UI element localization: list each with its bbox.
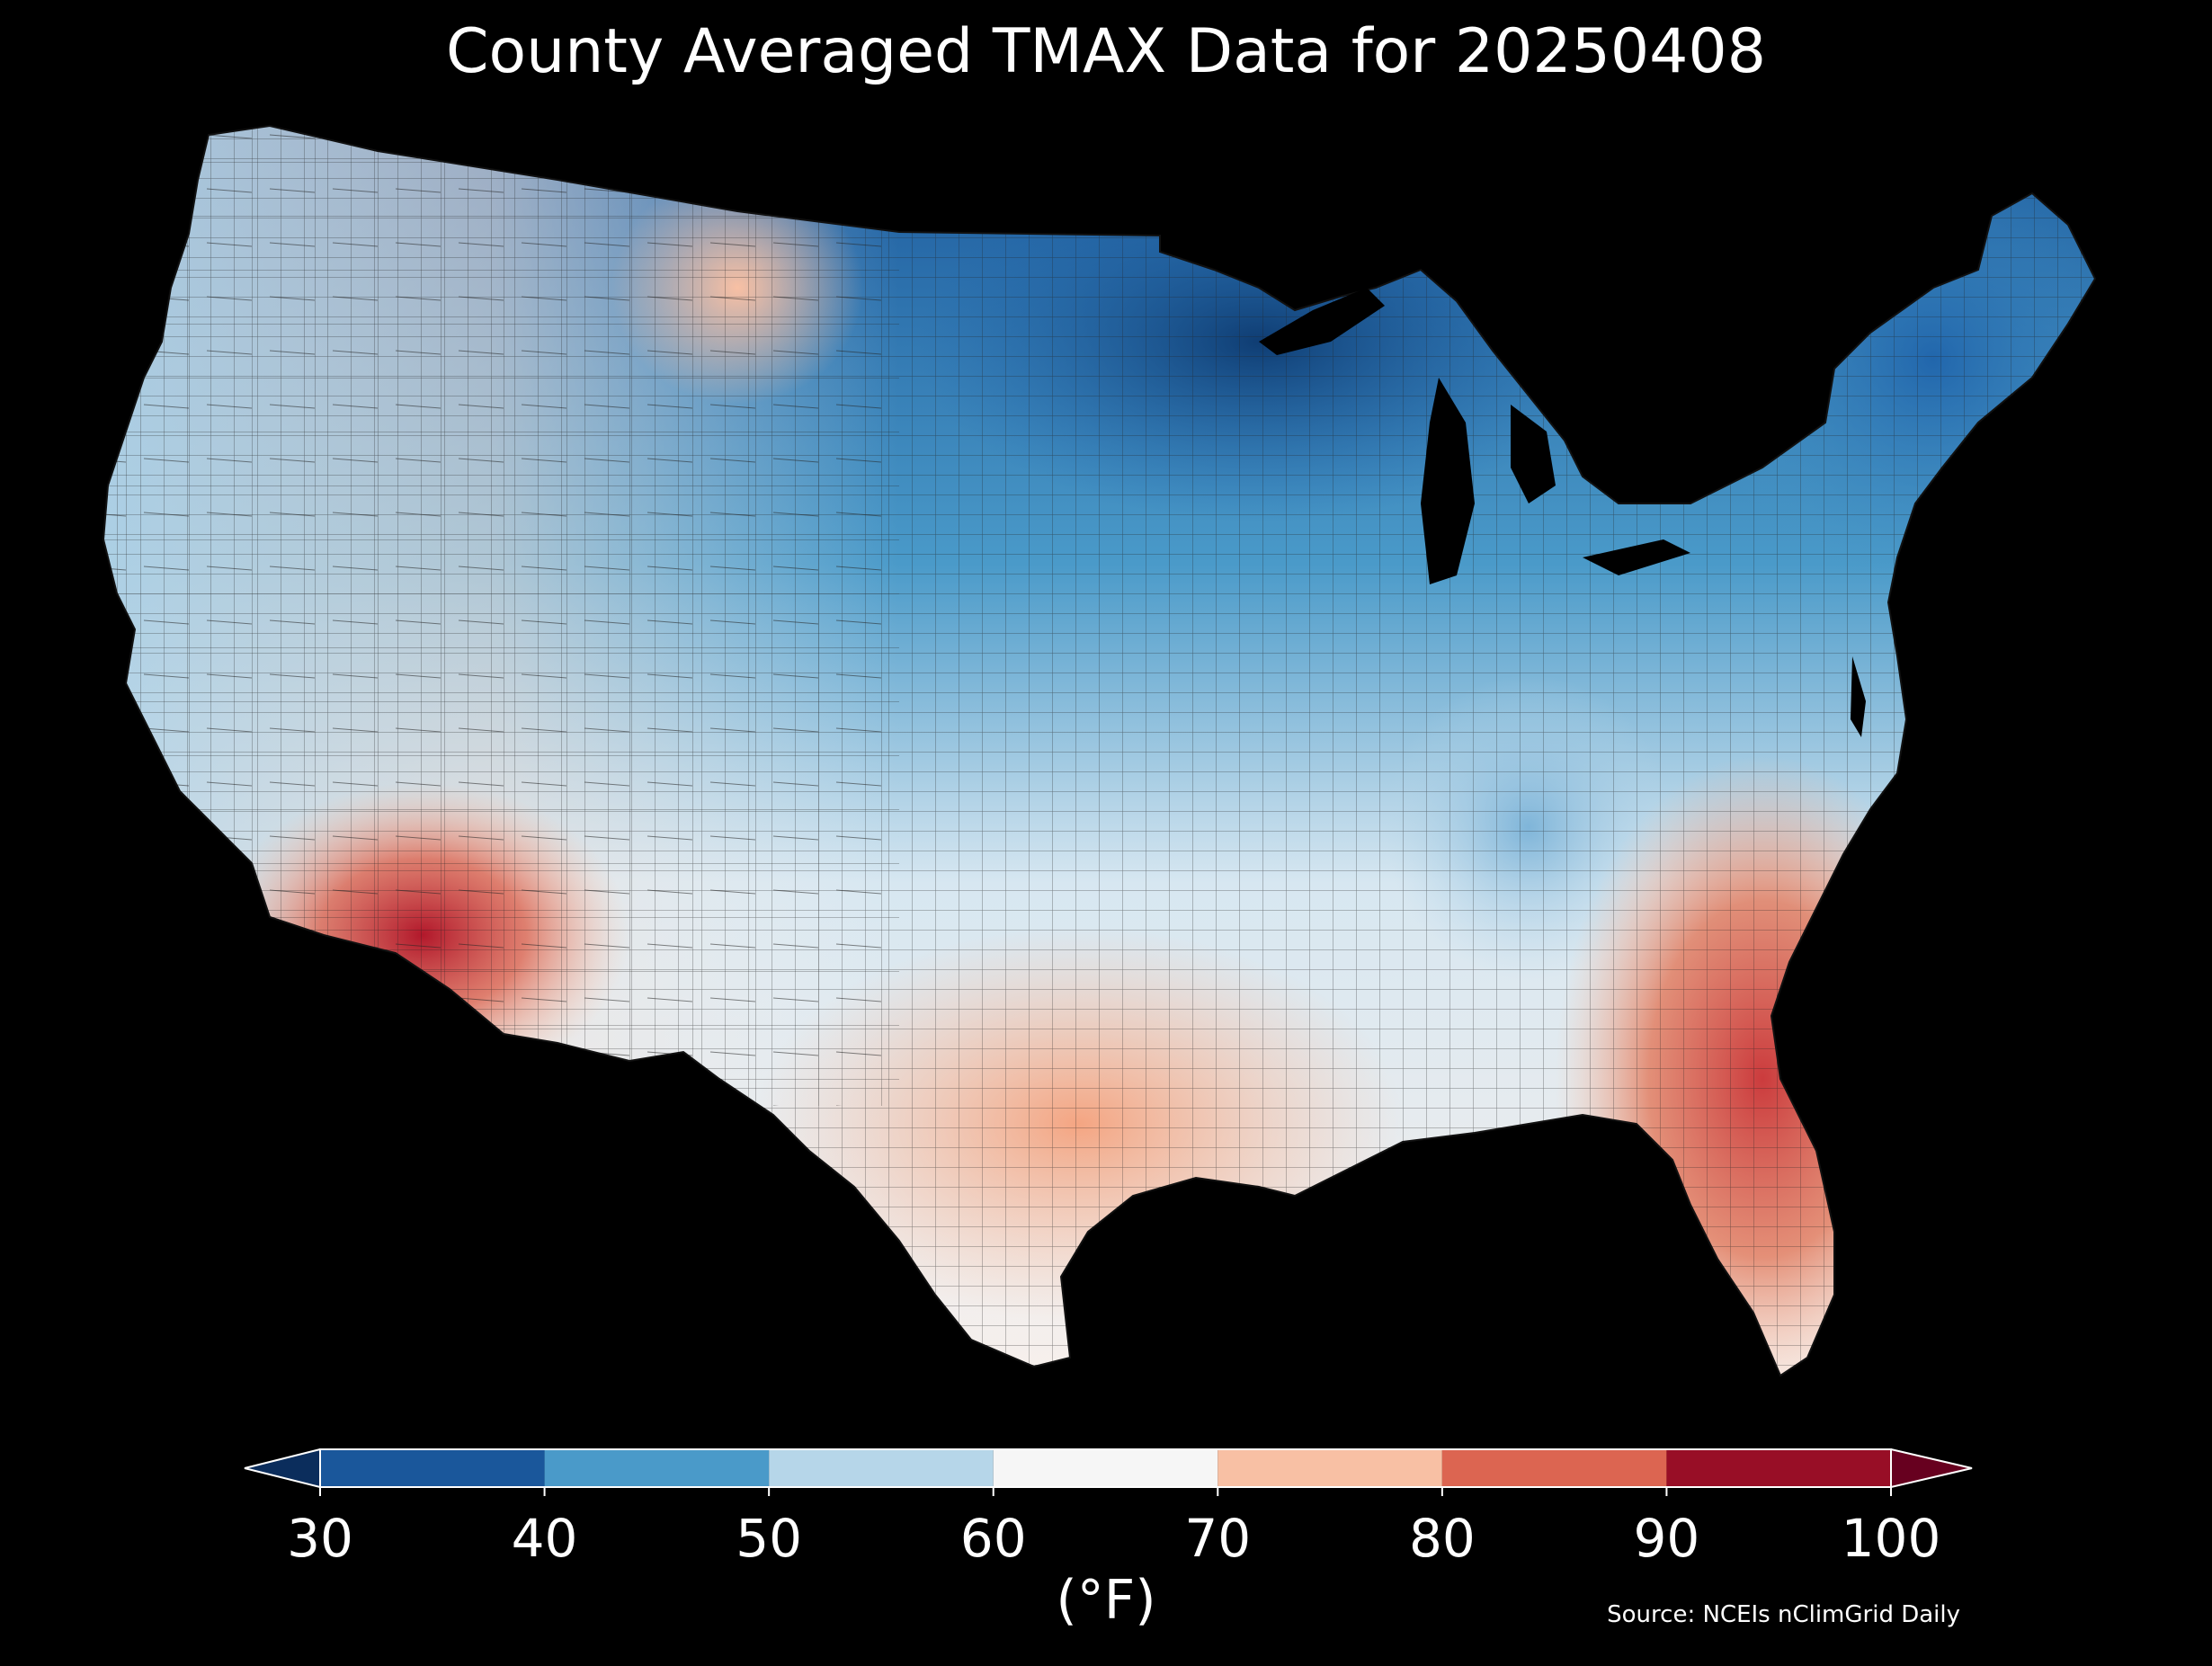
- colorbar-bin: [1666, 1449, 1891, 1487]
- lake-huron: [1511, 405, 1556, 503]
- colorbar-tick-label: 80: [1408, 1508, 1476, 1569]
- colorbar-frame: [319, 1448, 1892, 1488]
- colorbar-under-arrow: [245, 1449, 320, 1487]
- colorbar-bin: [993, 1449, 1218, 1487]
- colorbar-bin: [1217, 1449, 1442, 1487]
- colorbar-bin: [1441, 1449, 1667, 1487]
- colorbar-over-arrow: [1891, 1449, 1972, 1487]
- colorbar-unit-label: (°F): [1056, 1569, 1156, 1632]
- lake-michigan: [1421, 378, 1475, 584]
- colorbar-tick-label: 90: [1633, 1508, 1700, 1569]
- colorbar-bin: [769, 1449, 994, 1487]
- colorbar-bin: [320, 1449, 545, 1487]
- colorbar-bin: [544, 1449, 770, 1487]
- lake-superior: [1259, 288, 1385, 355]
- colorbar: [244, 1448, 1973, 1496]
- colorbar-tick-label: 50: [736, 1508, 803, 1569]
- colorbar-tick-label: 70: [1184, 1508, 1252, 1569]
- colorbar-tick-label: 30: [287, 1508, 353, 1569]
- colorbar-arrow-outline-right: [1890, 1448, 1973, 1488]
- lake-erie: [1583, 539, 1690, 575]
- colorbar-tick-label: 40: [511, 1508, 578, 1569]
- colorbar-tick-label: 60: [959, 1508, 1027, 1569]
- contiguous-us-region: [103, 126, 2095, 1376]
- chesapeake-bay: [1851, 656, 1866, 737]
- colorbar-tick-label: 100: [1841, 1508, 1941, 1569]
- colorbar-arrow-outline: [244, 1448, 321, 1488]
- source-credit: Source: NCEIs nClimGrid Daily: [1607, 1601, 1960, 1628]
- map-title: County Averaged TMAX Data for 20250408: [446, 16, 1766, 87]
